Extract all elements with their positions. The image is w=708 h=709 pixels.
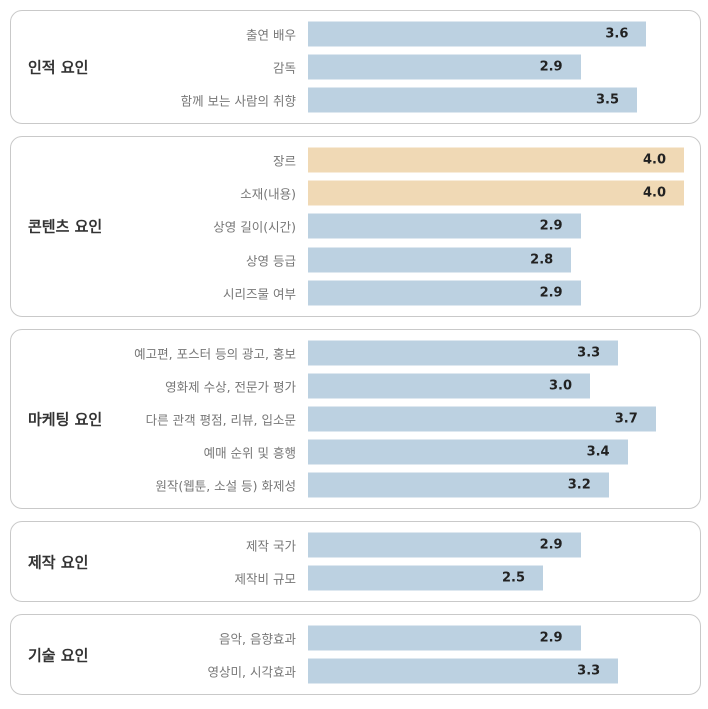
category-label: 음악, 음향효과 xyxy=(219,631,296,647)
data-label: 2.9 xyxy=(539,630,563,646)
data-label: 4.0 xyxy=(642,152,666,168)
category-label: 시리즈물 여부 xyxy=(223,286,296,302)
group-label: 마케팅 요인 xyxy=(28,410,103,429)
bar xyxy=(308,213,581,239)
bar xyxy=(308,658,619,684)
data-label: 3.4 xyxy=(586,444,610,460)
data-label: 2.5 xyxy=(501,570,525,586)
category-label: 장르 xyxy=(272,153,296,169)
group-label: 기술 요인 xyxy=(28,646,89,665)
category-label: 원작(웹툰, 소설 등) 화제성 xyxy=(155,478,296,494)
bar xyxy=(308,532,581,558)
bar xyxy=(308,406,656,432)
bar xyxy=(308,280,581,306)
group-label: 제작 요인 xyxy=(28,553,89,572)
data-label: 2.9 xyxy=(539,59,563,75)
data-label: 4.0 xyxy=(642,185,666,201)
category-label: 다른 관객 평점, 리뷰, 입소문 xyxy=(145,412,296,428)
data-label: 3.3 xyxy=(577,663,601,679)
data-label: 3.5 xyxy=(595,92,619,108)
bar xyxy=(308,180,684,206)
group-label: 인적 요인 xyxy=(28,58,89,77)
bar xyxy=(308,340,619,366)
bar xyxy=(308,247,572,272)
bar xyxy=(308,21,647,47)
bar xyxy=(308,87,637,113)
category-label: 상영 등급 xyxy=(246,253,296,268)
category-label: 제작 국가 xyxy=(246,538,296,554)
bar xyxy=(308,439,628,465)
category-label: 영화제 수상, 전문가 평가 xyxy=(165,379,296,395)
data-label: 3.7 xyxy=(614,411,638,427)
category-label: 예매 순위 및 흥행 xyxy=(203,445,296,461)
data-label: 2.9 xyxy=(539,285,563,301)
category-label: 상영 길이(시간) xyxy=(213,219,296,235)
bar xyxy=(308,625,581,651)
category-label: 소재(내용) xyxy=(240,186,296,202)
bar xyxy=(308,147,684,173)
data-label: 3.0 xyxy=(548,378,572,394)
category-label: 감독 xyxy=(272,60,296,76)
data-label: 3.3 xyxy=(577,345,601,361)
data-label: 2.8 xyxy=(530,252,554,267)
category-label: 영상미, 시각효과 xyxy=(207,664,296,680)
category-label: 함께 보는 사람의 취향 xyxy=(180,93,296,109)
group-label: 콘텐츠 요인 xyxy=(28,217,103,236)
bar xyxy=(308,565,543,591)
data-label: 3.6 xyxy=(605,26,629,42)
bar xyxy=(308,54,581,80)
data-label: 2.9 xyxy=(539,218,563,234)
category-label: 예고편, 포스터 등의 광고, 홍보 xyxy=(134,346,296,362)
bar xyxy=(308,373,590,399)
bar xyxy=(308,472,609,498)
category-label: 제작비 규모 xyxy=(234,571,296,587)
category-label: 출연 배우 xyxy=(246,27,296,43)
data-label: 3.2 xyxy=(567,477,591,493)
data-label: 2.9 xyxy=(539,537,563,553)
